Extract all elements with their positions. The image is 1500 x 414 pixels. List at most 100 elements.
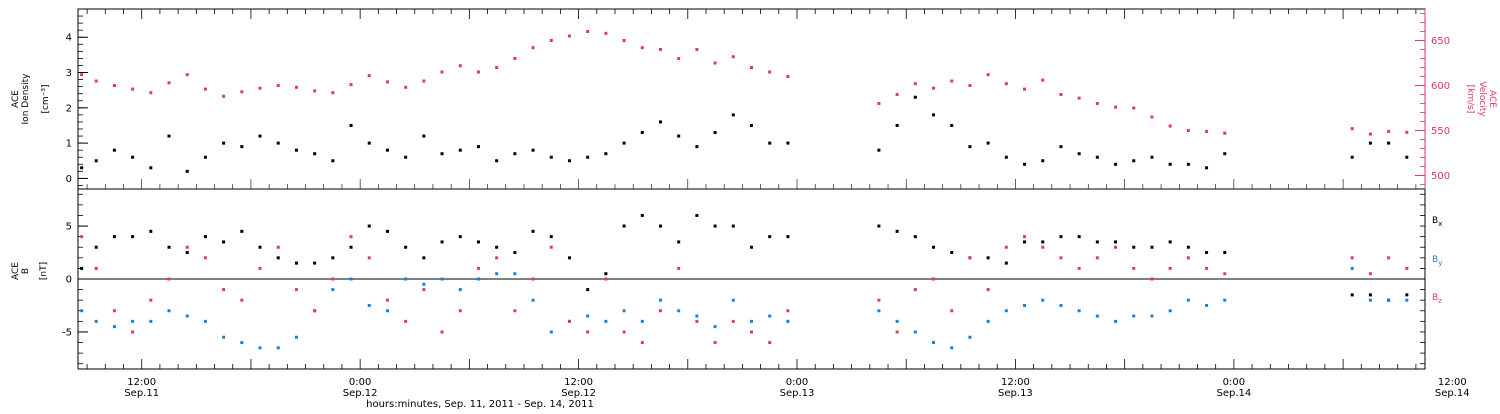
x-tick-time-label: 0:00 bbox=[786, 377, 808, 388]
density-point bbox=[895, 123, 899, 127]
density-point bbox=[1387, 141, 1391, 145]
velocity-axis-label-line: ACE bbox=[1487, 90, 1497, 108]
bx-point bbox=[1350, 293, 1354, 297]
by-point bbox=[203, 319, 207, 323]
by-point bbox=[222, 335, 226, 339]
density-point bbox=[913, 95, 917, 99]
bx-point bbox=[404, 245, 408, 249]
density-point bbox=[294, 148, 298, 152]
by-point bbox=[94, 319, 98, 323]
bx-point bbox=[185, 251, 189, 255]
by-point bbox=[385, 309, 389, 313]
density-tick-label: 3 bbox=[66, 68, 72, 79]
bz-point bbox=[258, 266, 262, 270]
velocity-point bbox=[367, 74, 371, 78]
bx-point bbox=[658, 224, 662, 228]
by-point bbox=[131, 319, 135, 323]
velocity-point bbox=[1004, 82, 1008, 86]
bx-point bbox=[258, 245, 262, 249]
legend-by-sub: y bbox=[1438, 259, 1442, 267]
bx-point bbox=[986, 256, 990, 260]
bx-point bbox=[367, 224, 371, 228]
bz-point bbox=[385, 298, 389, 302]
bx-point bbox=[112, 235, 116, 239]
legend-by: By bbox=[1432, 255, 1442, 267]
by-point bbox=[1186, 298, 1190, 302]
by-point bbox=[276, 346, 280, 350]
bx-point bbox=[950, 251, 954, 255]
bx-point bbox=[1223, 251, 1227, 255]
density-axis-label-line: Ion Density bbox=[21, 73, 31, 125]
bz-point bbox=[622, 330, 626, 334]
by-point bbox=[80, 309, 84, 313]
density-axis-label-line: ACE bbox=[11, 90, 21, 108]
bx-point bbox=[549, 235, 553, 239]
bx-point bbox=[1041, 240, 1045, 244]
x-tick-date-label: Sep.12 bbox=[343, 388, 378, 399]
bx-point bbox=[586, 288, 590, 292]
bx-point bbox=[131, 235, 135, 239]
density-point bbox=[240, 145, 244, 149]
b-tick-label: -5 bbox=[62, 327, 72, 338]
x-tick-time-label: 12:00 bbox=[564, 377, 593, 388]
bz-point bbox=[240, 298, 244, 302]
bx-point bbox=[167, 245, 171, 249]
by-point bbox=[677, 309, 681, 313]
velocity-axis-unit: [km/s] bbox=[1465, 85, 1475, 114]
velocity-point bbox=[567, 34, 571, 38]
bx-point bbox=[513, 251, 517, 255]
bz-point bbox=[1023, 235, 1027, 239]
by-point bbox=[531, 298, 535, 302]
bx-point bbox=[713, 224, 717, 228]
bz-point bbox=[1368, 272, 1372, 276]
x-tick-time-label: 12:00 bbox=[1438, 377, 1467, 388]
bz-point bbox=[331, 277, 335, 281]
bx-point bbox=[94, 245, 98, 249]
bx-point bbox=[80, 266, 84, 270]
by-point bbox=[604, 319, 608, 323]
bx-point bbox=[731, 224, 735, 228]
density-point bbox=[495, 159, 499, 163]
velocity-point bbox=[1023, 87, 1027, 91]
velocity-point bbox=[622, 39, 626, 42]
bz-point bbox=[750, 330, 753, 334]
x-axis: 12:00Sep.110:00Sep.1212:00Sep.120:00Sep.… bbox=[86, 9, 1470, 399]
velocity-point bbox=[932, 86, 936, 90]
bz-point bbox=[367, 256, 371, 260]
bz-point bbox=[604, 277, 608, 281]
bx-point bbox=[604, 272, 608, 276]
velocity-point bbox=[750, 66, 753, 69]
legend-bx: Bx bbox=[1432, 216, 1442, 228]
bx-point bbox=[1077, 235, 1081, 239]
bz-point bbox=[950, 309, 954, 313]
velocity-point bbox=[731, 55, 735, 59]
density-point bbox=[349, 123, 353, 127]
density-point bbox=[604, 152, 608, 156]
bz-point bbox=[1041, 245, 1045, 249]
density-point bbox=[1059, 145, 1063, 149]
by-point bbox=[240, 341, 244, 345]
bz-point bbox=[440, 330, 444, 334]
by-point bbox=[1077, 309, 1081, 313]
density-point bbox=[222, 141, 226, 145]
bx-point bbox=[331, 256, 335, 260]
density-tick-label: 4 bbox=[66, 33, 72, 44]
bz-point bbox=[495, 256, 499, 260]
bx-point bbox=[1368, 293, 1372, 297]
by-point bbox=[549, 330, 553, 334]
velocity-point bbox=[131, 87, 135, 91]
bz-point bbox=[531, 277, 535, 281]
bx-point bbox=[1405, 293, 1409, 297]
by-point bbox=[349, 277, 353, 281]
bz-point bbox=[1077, 266, 1081, 270]
bz-point bbox=[640, 341, 644, 345]
density-point bbox=[786, 141, 790, 145]
bx-point bbox=[349, 245, 353, 249]
bz-point bbox=[458, 309, 462, 313]
velocity-point bbox=[986, 73, 990, 77]
by-point bbox=[185, 314, 189, 318]
x-tick-date-label: Sep.12 bbox=[561, 388, 596, 399]
velocity-tick-label: 650 bbox=[1431, 36, 1450, 47]
